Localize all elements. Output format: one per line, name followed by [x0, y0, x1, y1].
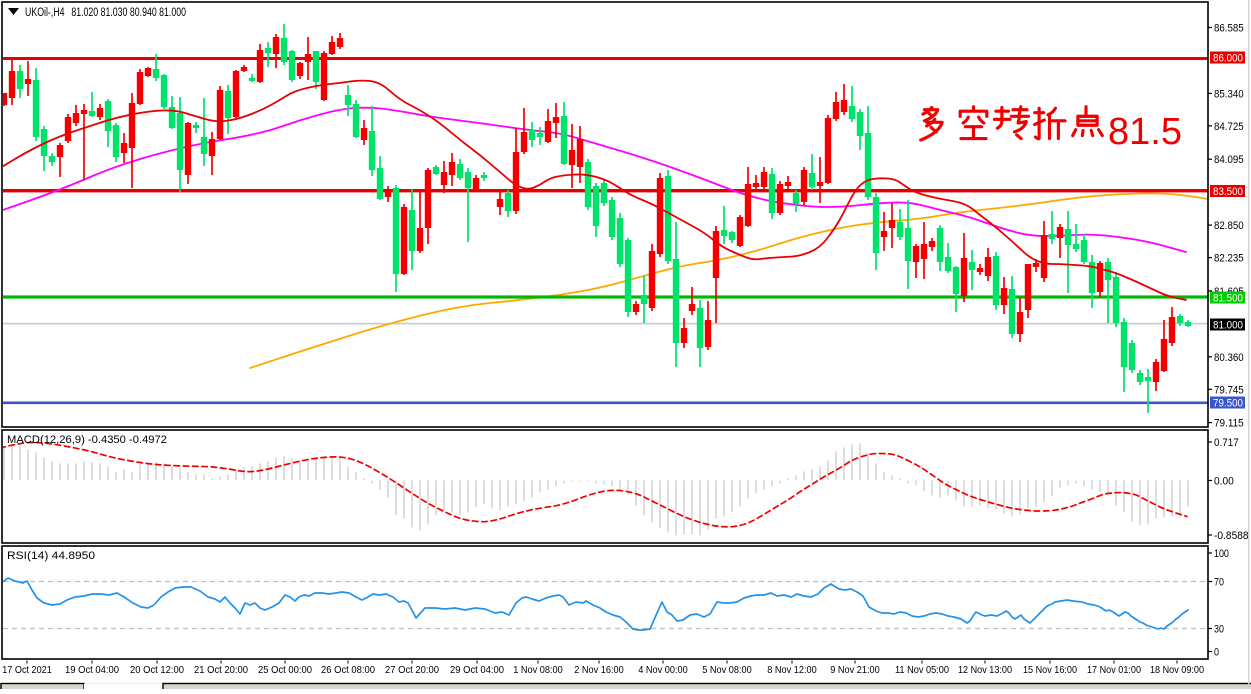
svg-text:20 Oct 12:00: 20 Oct 12:00 — [130, 664, 184, 676]
svg-text:86.585: 86.585 — [1214, 23, 1244, 35]
svg-text:86.000: 86.000 — [1213, 53, 1243, 65]
svg-text:17 Oct 2021: 17 Oct 2021 — [2, 664, 52, 676]
svg-text:79.500: 79.500 — [1213, 398, 1243, 410]
svg-text:1 Nov 08:00: 1 Nov 08:00 — [513, 664, 563, 676]
svg-text:-0.8588: -0.8588 — [1214, 530, 1249, 542]
svg-text:79.115: 79.115 — [1214, 418, 1244, 430]
svg-text:27 Oct 20:00: 27 Oct 20:00 — [385, 664, 439, 676]
svg-text:9 Nov 21:00: 9 Nov 21:00 — [830, 664, 880, 676]
svg-text:15 Nov 16:00: 15 Nov 16:00 — [1023, 664, 1077, 676]
svg-text:0.717: 0.717 — [1214, 437, 1239, 449]
svg-text:5 Nov 08:00: 5 Nov 08:00 — [702, 664, 752, 676]
svg-text:2 Nov 16:00: 2 Nov 16:00 — [574, 664, 624, 676]
svg-text:RSI(14) 44.8950: RSI(14) 44.8950 — [7, 550, 95, 562]
svg-text:MACD(12,26,9) -0.4350 -0.4972: MACD(12,26,9) -0.4350 -0.4972 — [7, 434, 167, 446]
svg-text:18 Nov 09:00: 18 Nov 09:00 — [1150, 664, 1204, 676]
svg-text:26 Oct 08:00: 26 Oct 08:00 — [321, 664, 375, 676]
svg-text:82.850: 82.850 — [1214, 220, 1244, 232]
svg-text:79.745: 79.745 — [1214, 384, 1244, 396]
svg-text:4 Nov 00:00: 4 Nov 00:00 — [638, 664, 688, 676]
svg-text:0.00: 0.00 — [1214, 476, 1234, 488]
svg-text:81.500: 81.500 — [1213, 293, 1243, 305]
svg-text:12 Nov 13:00: 12 Nov 13:00 — [958, 664, 1012, 676]
svg-text:81.000: 81.000 — [1213, 320, 1243, 332]
svg-text:80.360: 80.360 — [1214, 352, 1244, 364]
svg-text:11 Nov 05:00: 11 Nov 05:00 — [895, 664, 949, 676]
svg-text:100: 100 — [1214, 548, 1229, 560]
svg-text:70: 70 — [1214, 577, 1224, 589]
svg-text:8 Nov 12:00: 8 Nov 12:00 — [767, 664, 817, 676]
svg-text:84.095: 84.095 — [1214, 154, 1244, 166]
svg-text:19 Oct 04:00: 19 Oct 04:00 — [65, 664, 119, 676]
svg-text:81.5: 81.5 — [1108, 111, 1182, 153]
svg-text:85.340: 85.340 — [1214, 88, 1244, 100]
svg-text:25 Oct 00:00: 25 Oct 00:00 — [258, 664, 312, 676]
svg-text:83.500: 83.500 — [1213, 186, 1243, 198]
svg-text:21 Oct 20:00: 21 Oct 20:00 — [194, 664, 248, 676]
svg-text:29 Oct 04:00: 29 Oct 04:00 — [450, 664, 504, 676]
svg-text:17 Nov 01:00: 17 Nov 01:00 — [1087, 664, 1141, 676]
svg-text:0: 0 — [1214, 647, 1219, 659]
svg-text:82.235: 82.235 — [1214, 253, 1244, 265]
svg-text:30: 30 — [1214, 624, 1224, 636]
svg-text:UKOil-,H4 81.020 81.030 80.94: UKOil-,H4 81.020 81.030 80.940 81.000 — [25, 7, 186, 19]
svg-text:84.725: 84.725 — [1214, 121, 1244, 133]
